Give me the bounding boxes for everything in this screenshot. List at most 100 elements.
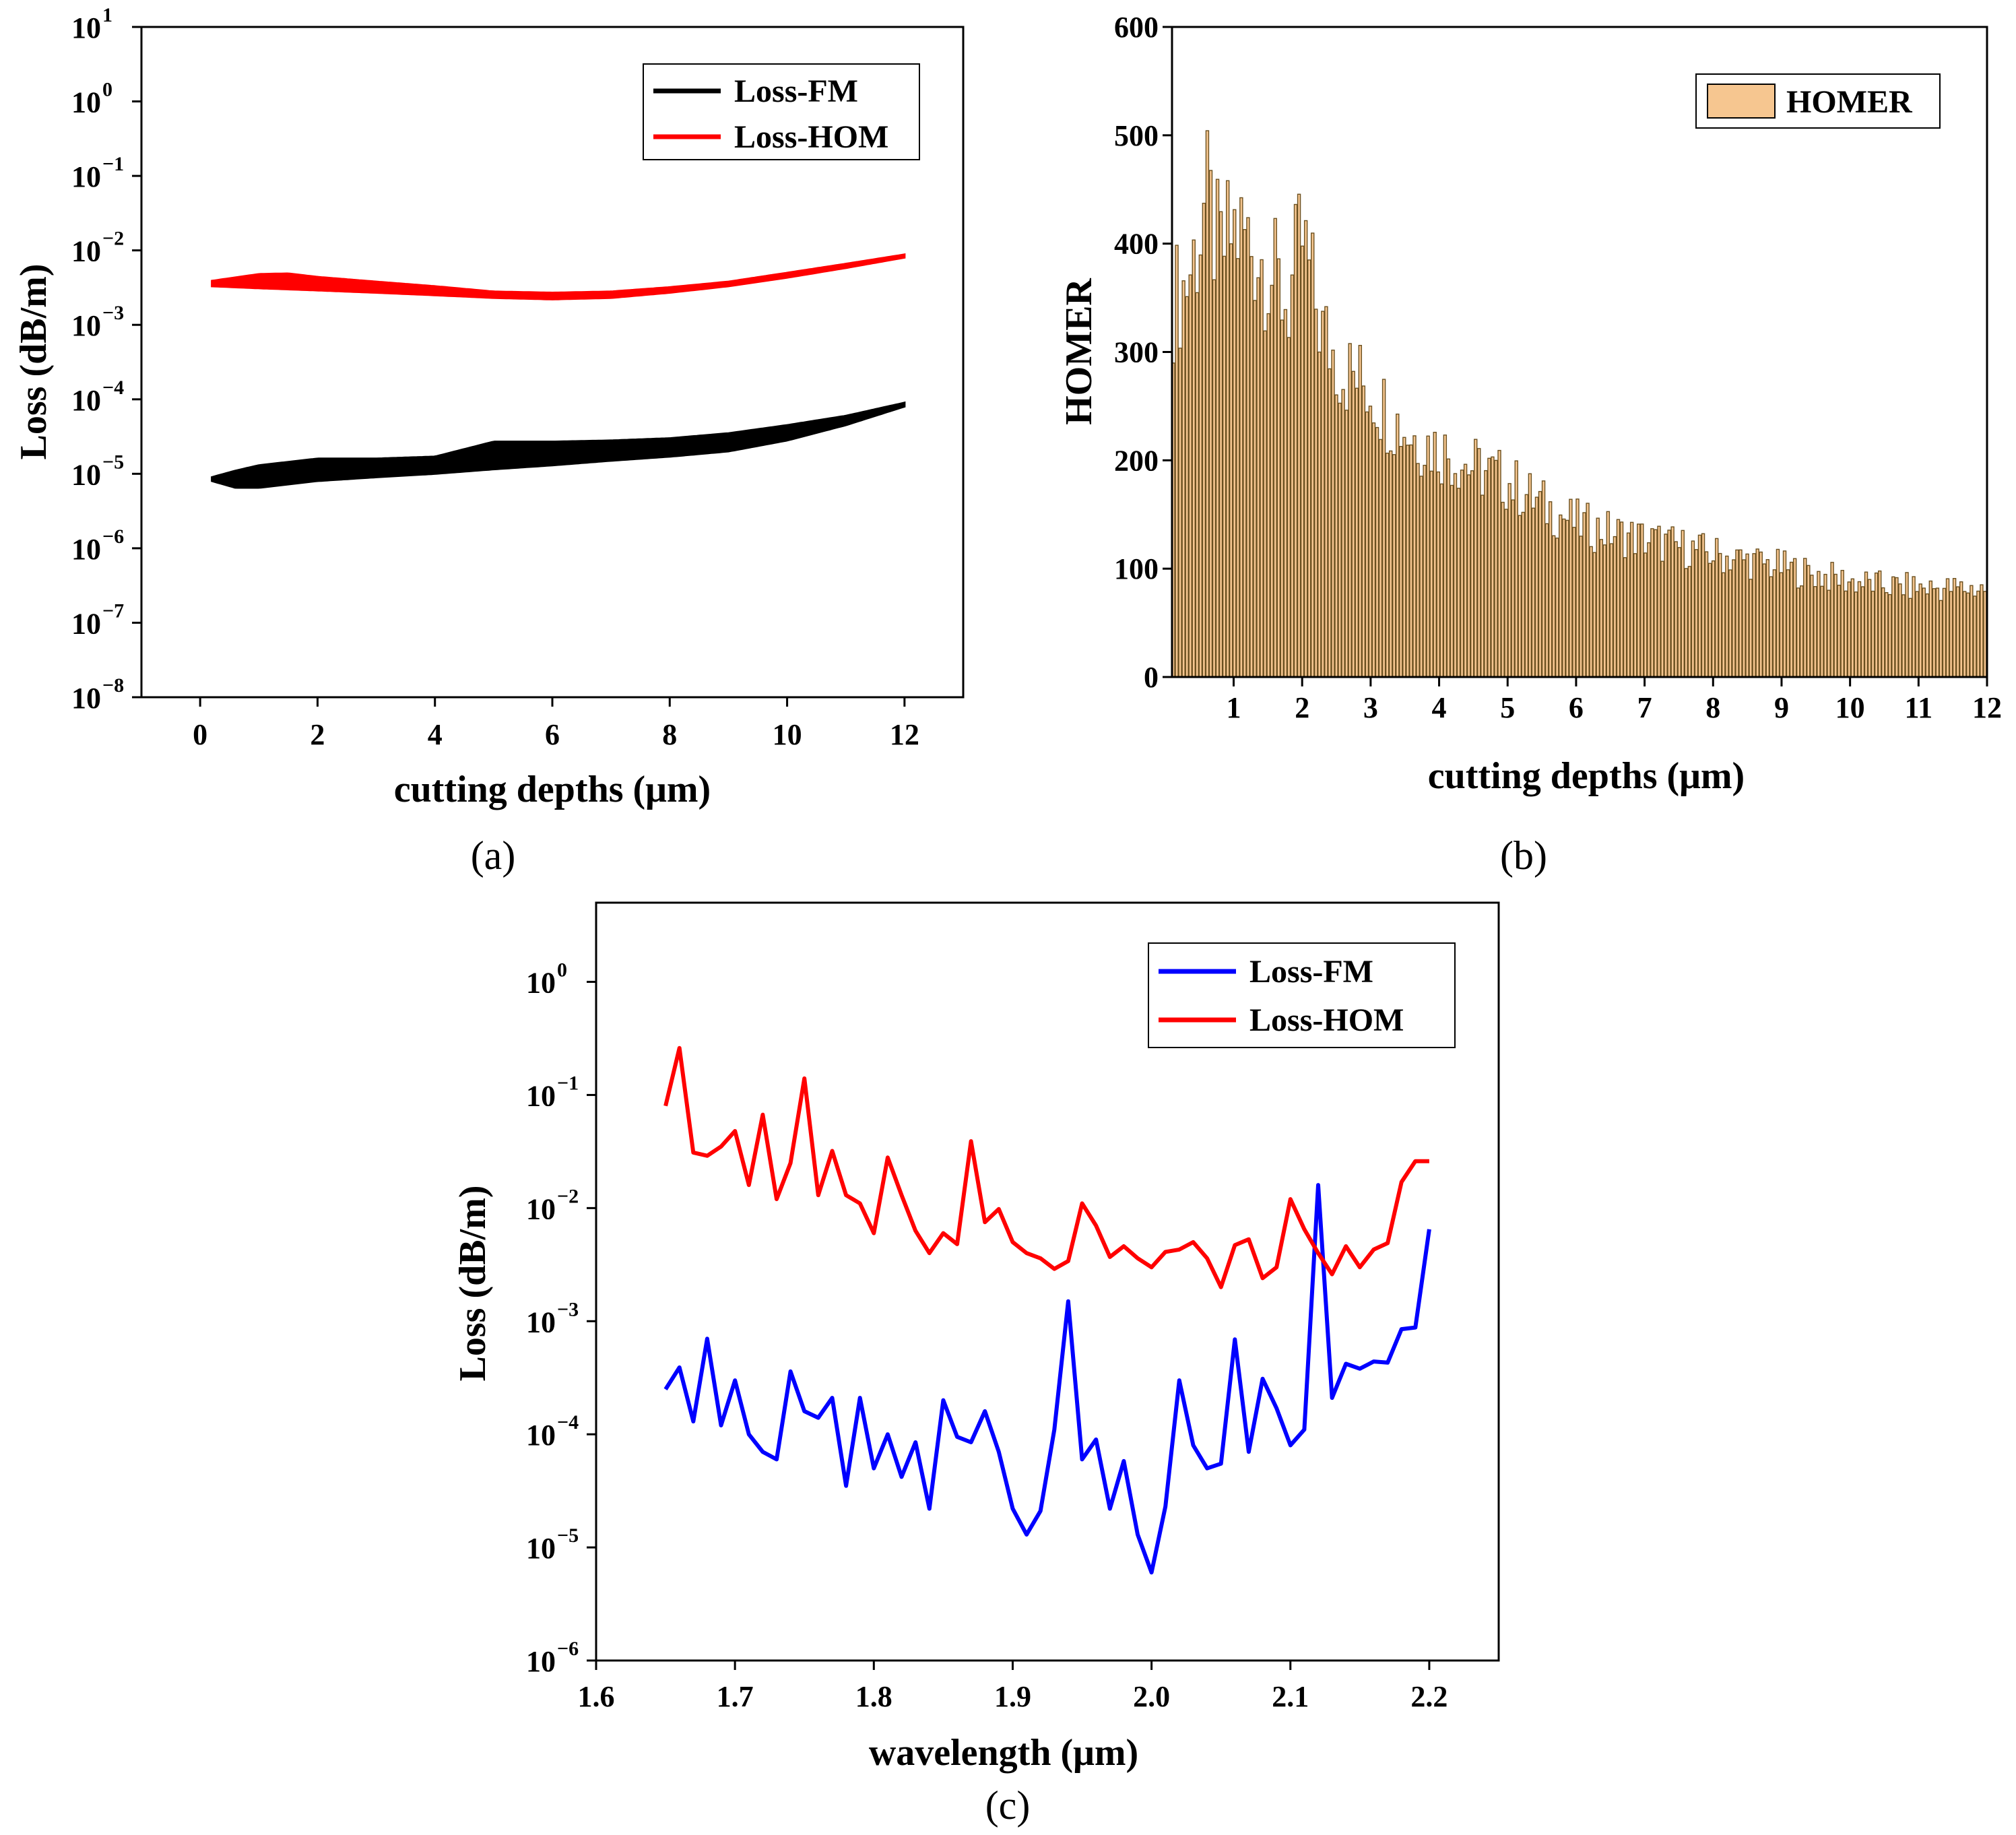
panel-b-bar — [1742, 559, 1746, 678]
panel-a-plot-data — [211, 253, 906, 489]
panel-b-bar — [1616, 519, 1621, 678]
panel-b-bar — [1314, 309, 1318, 678]
panel-b-bar — [1966, 592, 1970, 678]
panel-b-bar — [1895, 577, 1899, 678]
panel-b-bar — [1983, 591, 1987, 678]
panel-b-bar — [1253, 300, 1257, 678]
panel-b-bar — [1599, 539, 1603, 678]
panel-b-bar — [1328, 368, 1332, 678]
panel-b-x-tick-label-6: 7 — [1637, 691, 1652, 724]
panel-c-y-tick-label-2: 10 — [526, 1192, 556, 1225]
panel-b-bar — [1474, 439, 1478, 678]
panel-b-bar — [1782, 550, 1787, 678]
panel-b-bar — [1877, 570, 1882, 678]
panel-b-bar — [1935, 587, 1940, 678]
panel-b-bar — [1722, 572, 1726, 678]
panel-b-bar — [1871, 590, 1875, 678]
panel-b-bar — [1697, 534, 1702, 678]
panel-b-bar — [1555, 538, 1559, 678]
panel-b-bar — [1266, 313, 1270, 678]
panel-b-bar — [1572, 527, 1576, 678]
panel-c-label: (c) — [985, 1783, 1031, 1828]
panel-b-bar — [1888, 593, 1892, 678]
panel-b-bar — [1813, 586, 1817, 678]
panel-a-y-tick-exponent-6: −5 — [102, 451, 124, 473]
panel-b-bar — [1619, 521, 1624, 678]
panel-c-x-tick-label-5: 2.1 — [1272, 1680, 1309, 1713]
panel-a-y-tick-label-6: 10 — [71, 458, 101, 491]
panel-a-x-tick-label-1: 2 — [310, 718, 325, 751]
panel-b-x-ticks: 1 2 3 4 5 6 7 8 9 10 11 12 — [1227, 677, 2002, 724]
panel-b-bar — [1847, 581, 1852, 678]
panel-b-bar — [1980, 584, 1984, 678]
panel-b-bar — [1181, 280, 1185, 678]
panel-b-bar — [1629, 521, 1634, 678]
panel-b-bar — [1908, 598, 1912, 678]
panel-a-y-tick-exponent-0: 1 — [102, 4, 112, 26]
panel-b-bar — [1973, 595, 1977, 678]
panel-b-bar — [1626, 532, 1631, 678]
panel-b-bar — [1823, 573, 1827, 678]
panel-b-bar — [1728, 569, 1732, 678]
panel-b-bar — [1358, 345, 1363, 678]
panel-b-bar — [1494, 459, 1498, 678]
panel-b-bar — [1208, 170, 1213, 678]
panel-b-bar — [1850, 578, 1855, 678]
panel-a-y-tick-label-1: 10 — [71, 86, 101, 119]
panel-b-bar — [1466, 474, 1471, 678]
panel-b-bar — [1419, 476, 1423, 678]
panel-b-bar — [1569, 498, 1573, 678]
panel-b-bar — [1687, 566, 1692, 678]
panel-c-series-loss-hom — [663, 1045, 1429, 1289]
panel-b-bar — [1633, 553, 1637, 678]
panel-a-y-tick-exponent-2: −1 — [102, 153, 124, 175]
panel-b-bar — [1371, 422, 1376, 678]
panel-b-bar — [1470, 470, 1474, 678]
panel-a-x-tick-label-2: 4 — [428, 718, 443, 751]
panel-b-bar — [1589, 546, 1593, 678]
panel-b-bar — [1820, 585, 1824, 678]
panel-b-bar — [1283, 309, 1288, 678]
panel-b-bar — [1321, 311, 1325, 678]
panel-b-bar — [1375, 426, 1379, 678]
panel-b-bar — [1541, 480, 1546, 678]
panel-b-bar — [1684, 568, 1689, 678]
panel-b-bar — [1551, 535, 1556, 678]
panel-b-bar — [1178, 348, 1182, 678]
panel-b-bar — [1256, 277, 1260, 678]
panel-b-bar — [1792, 558, 1797, 678]
panel-b-bar — [1263, 330, 1267, 678]
panel-b-bar — [1874, 572, 1879, 678]
panel-c-y-axis-label: Loss (dB/m) — [452, 1186, 494, 1382]
panel-b-bar — [1898, 583, 1902, 678]
panel-b-bar — [1504, 509, 1508, 678]
panel-b-bar — [1939, 600, 1943, 678]
panel-a-legend-label-fm: Loss-FM — [734, 73, 858, 109]
panel-b-bar — [1198, 254, 1203, 678]
panel-b-bar — [1640, 523, 1644, 678]
panel-b-bar — [1976, 590, 1980, 678]
panel-c-x-tick-label-6: 2.2 — [1410, 1680, 1448, 1713]
panel-b-bar — [1426, 435, 1430, 678]
panel-b-bar — [1738, 549, 1743, 678]
panel-b-bar — [1218, 211, 1223, 678]
panel-b-bar — [1644, 552, 1648, 678]
panel-b-bar — [1518, 515, 1522, 678]
panel-b-bar — [1402, 437, 1406, 678]
panel-c-y-tick-exponent-3: −3 — [557, 1298, 579, 1320]
panel-b-bar — [1544, 523, 1549, 678]
panel-a-y-tick-exponent-8: −7 — [102, 600, 124, 622]
panel-a-y-tick-label-2: 10 — [71, 160, 101, 193]
panel-b-bar — [1236, 258, 1240, 678]
panel-b-bar — [1270, 284, 1274, 678]
panel-b-y-axis-label: HOMER — [1058, 278, 1100, 425]
panel-b-bar — [1212, 279, 1216, 678]
panel-b-bar — [1195, 292, 1200, 678]
panel-b-bar — [1582, 512, 1586, 678]
panel-b-bar — [1691, 540, 1695, 678]
panel-b-bar — [1351, 371, 1355, 678]
panel-b-bar — [1260, 259, 1264, 678]
panel-b-bar — [1732, 559, 1736, 678]
